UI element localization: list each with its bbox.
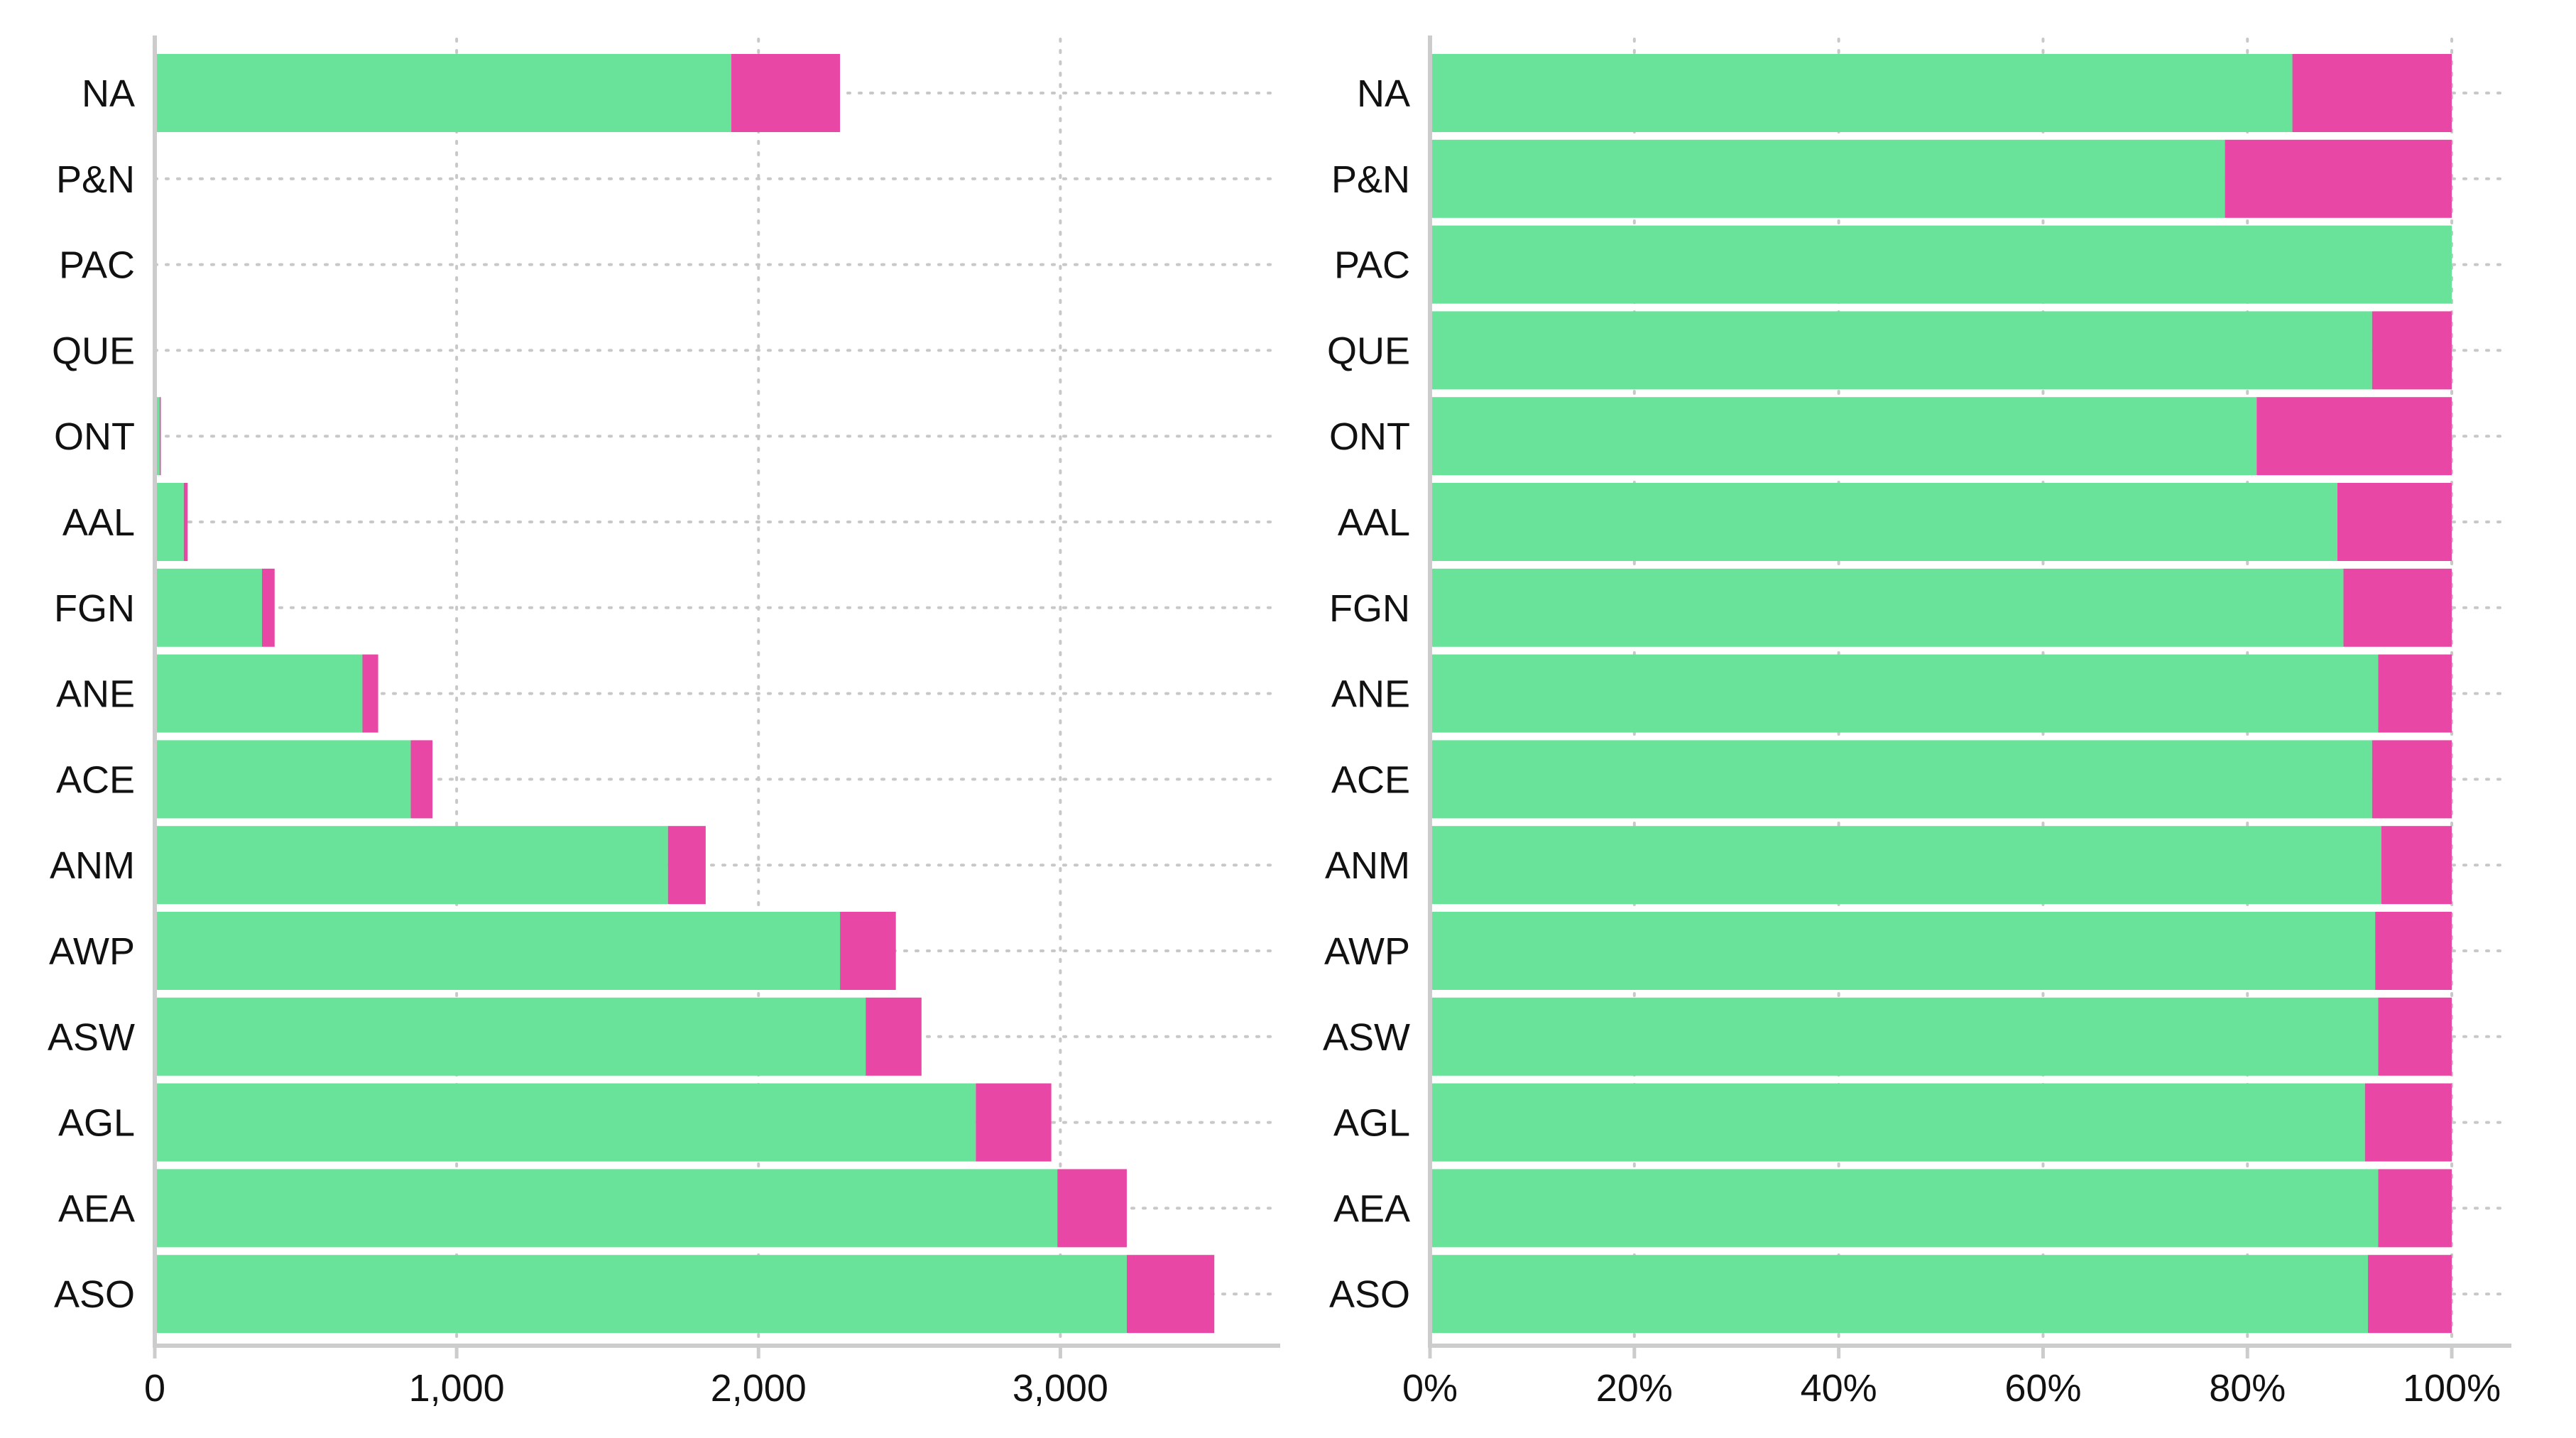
x-tick-label: 3,000 [1013, 1367, 1108, 1410]
category-label: PAC [1334, 244, 1410, 287]
bar-green-pn [1430, 139, 2225, 218]
category-label: ACE [56, 758, 135, 801]
bar-pink-ane [2378, 654, 2452, 733]
bar-green-na [155, 54, 732, 132]
bar-green-awp [155, 912, 841, 990]
category-label: AAL [1338, 501, 1410, 544]
category-label: AAL [62, 501, 135, 544]
x-tick-label: 0% [1402, 1367, 1458, 1410]
category-label: ASO [54, 1273, 135, 1316]
x-tick-label: 40% [1801, 1367, 1877, 1410]
category-label: ASO [1329, 1273, 1410, 1316]
bar-pink-na [2292, 54, 2452, 132]
bar-pink-aea [2378, 1169, 2452, 1248]
category-label: QUE [52, 329, 135, 372]
bar-pink-na [731, 54, 841, 132]
category-label: AGL [58, 1102, 135, 1145]
x-tick-label: 0 [144, 1367, 165, 1410]
category-label: ANE [1331, 673, 1410, 716]
category-label: ANE [56, 673, 135, 716]
category-label: ACE [1331, 758, 1410, 801]
category-label: FGN [1329, 587, 1410, 630]
bar-green-anm [1430, 826, 2381, 905]
bar-green-asw [155, 997, 866, 1076]
bar-green-agl [1430, 1083, 2365, 1162]
bar-green-aso [1430, 1255, 2369, 1334]
category-label: ONT [1329, 415, 1410, 458]
bar-green-ont [1430, 397, 2257, 476]
x-tick-label: 2,000 [711, 1367, 807, 1410]
bar-pink-ont [159, 397, 161, 476]
category-label: ASW [48, 1016, 135, 1059]
bar-pink-aea [1057, 1169, 1127, 1248]
category-label: AWP [49, 930, 135, 973]
category-label: AEA [58, 1187, 135, 1230]
x-tick-label: 100% [2403, 1367, 2501, 1410]
bar-green-aal [1430, 483, 2337, 561]
bar-pink-aal [2337, 483, 2452, 561]
category-label: ONT [54, 415, 135, 458]
bar-green-awp [1430, 912, 2376, 990]
x-tick-label: 1,000 [409, 1367, 505, 1410]
bar-green-aso [155, 1255, 1127, 1334]
category-label: ASW [1323, 1016, 1410, 1059]
bar-pink-pn [2225, 139, 2452, 218]
bar-pink-agl [2364, 1083, 2452, 1162]
bar-green-aea [1430, 1169, 2379, 1248]
category-label: AWP [1324, 930, 1410, 973]
bar-green-pac [1430, 225, 2452, 304]
x-tick-label: 80% [2209, 1367, 2286, 1410]
bar-pink-ace [2372, 740, 2452, 819]
bar-green-ane [1430, 654, 2379, 733]
bar-green-na [1430, 54, 2293, 132]
bar-pink-ace [410, 740, 433, 819]
bar-pink-fgn [2343, 568, 2452, 647]
category-label: FGN [54, 587, 135, 630]
bar-green-aal [155, 483, 184, 561]
bar-green-aea [155, 1169, 1058, 1248]
category-label: PAC [59, 244, 135, 287]
category-label: AEA [1333, 1187, 1410, 1230]
bar-green-ace [155, 740, 411, 819]
bar-green-fgn [155, 568, 262, 647]
bar-pink-aal [183, 483, 188, 561]
bar-green-que [1430, 311, 2372, 390]
bar-pink-fgn [261, 568, 275, 647]
bar-pink-aso [1126, 1255, 1215, 1334]
bar-pink-asw [2378, 997, 2452, 1076]
category-label: NA [1357, 72, 1410, 115]
bar-green-anm [155, 826, 668, 905]
absolute-count-chart: NA P&N PAC QUE ONT AAL FGN ANE ACE ANM AWP ASW AGL AE… [48, 36, 1280, 1410]
bar-pink-anm [667, 826, 706, 905]
bar-pink-ane [362, 654, 378, 733]
bar-green-ont [155, 397, 160, 476]
bar-pink-awp [2375, 912, 2452, 990]
x-tick-label: 60% [2004, 1367, 2081, 1410]
category-label: AGL [1333, 1102, 1410, 1145]
bar-pink-ont [2256, 397, 2452, 476]
category-label: ANM [1325, 844, 1410, 887]
category-label: QUE [1327, 329, 1410, 372]
category-label: NA [82, 72, 135, 115]
category-label: ANM [50, 844, 135, 887]
bar-pink-asw [866, 997, 922, 1076]
category-label: P&N [1331, 158, 1410, 201]
bar-green-asw [1430, 997, 2379, 1076]
bar-green-ace [1430, 740, 2372, 819]
bar-pink-anm [2381, 826, 2452, 905]
bar-pink-que [2372, 311, 2452, 390]
bar-green-ane [155, 654, 363, 733]
category-label: P&N [56, 158, 135, 201]
bar-pink-aso [2368, 1255, 2452, 1334]
bar-pink-awp [840, 912, 896, 990]
bar-green-fgn [1430, 568, 2344, 647]
x-tick-label: 20% [1596, 1367, 1673, 1410]
bar-pink-agl [976, 1083, 1052, 1162]
bar-green-agl [155, 1083, 976, 1162]
percentage-chart: NA P&N PAC QUE ONT AAL FGN ANE ACE ANM AWP ASW AGL AE… [1323, 36, 2511, 1410]
